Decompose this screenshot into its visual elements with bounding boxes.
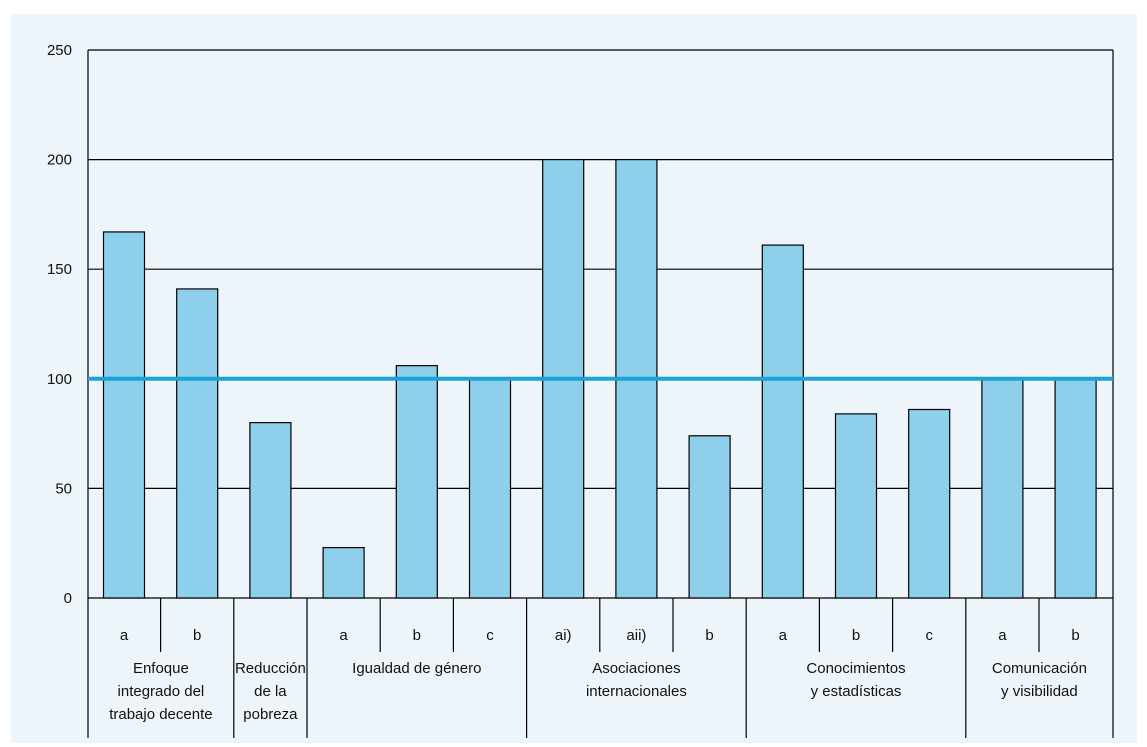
y-tick-label: 50 bbox=[55, 480, 72, 497]
bar bbox=[1054, 378, 1097, 599]
x-tick-label: c bbox=[925, 627, 933, 644]
group-label: integrado del bbox=[118, 683, 205, 700]
x-tick-label: aii) bbox=[626, 627, 646, 644]
bar bbox=[102, 231, 146, 599]
group-label: trabajo decente bbox=[109, 706, 212, 723]
group-label: Igualdad de género bbox=[352, 660, 481, 677]
x-tick-label: b bbox=[1071, 627, 1079, 644]
x-tick-label: a bbox=[120, 627, 129, 644]
group-label: Enfoque bbox=[133, 660, 189, 677]
group-label: Reducción bbox=[235, 660, 306, 677]
x-tick-label: c bbox=[486, 627, 494, 644]
group-label: Comunicación bbox=[992, 660, 1087, 677]
group-label: y visibilidad bbox=[1001, 683, 1078, 700]
x-tick-label: b bbox=[705, 627, 713, 644]
bar bbox=[395, 365, 438, 599]
x-tick-label: b bbox=[852, 627, 860, 644]
group-label: Asociaciones bbox=[592, 660, 680, 677]
bar bbox=[834, 413, 878, 599]
y-tick-label: 250 bbox=[47, 42, 72, 59]
bar bbox=[322, 546, 365, 599]
x-tick-label: a bbox=[339, 627, 348, 644]
bar bbox=[249, 422, 292, 599]
group-label: internacionales bbox=[586, 683, 687, 700]
bar bbox=[176, 288, 219, 599]
x-tick-label: b bbox=[193, 627, 201, 644]
x-tick-label: ai) bbox=[555, 627, 572, 644]
y-tick-label: 100 bbox=[47, 371, 72, 388]
y-tick-label: 0 bbox=[64, 590, 72, 607]
group-label: de la bbox=[254, 683, 287, 700]
chart-panel: 0 50 100 150 200 250 a b a b c ai) aii) b a b c a b Enfoque… bbox=[11, 14, 1137, 743]
x-tick-label: b bbox=[413, 627, 421, 644]
y-tick-label: 200 bbox=[47, 152, 72, 169]
y-tick-label: 150 bbox=[47, 261, 72, 278]
group-label: Conocimientos bbox=[806, 660, 905, 677]
group-label: y estadísticas bbox=[811, 683, 902, 700]
x-tick-label: a bbox=[779, 627, 788, 644]
bar bbox=[908, 408, 951, 599]
x-tick-label: a bbox=[998, 627, 1007, 644]
group-label: pobreza bbox=[243, 706, 298, 723]
bar bbox=[761, 244, 804, 599]
bar bbox=[468, 378, 512, 599]
bar bbox=[688, 435, 731, 599]
bar bbox=[981, 378, 1024, 599]
